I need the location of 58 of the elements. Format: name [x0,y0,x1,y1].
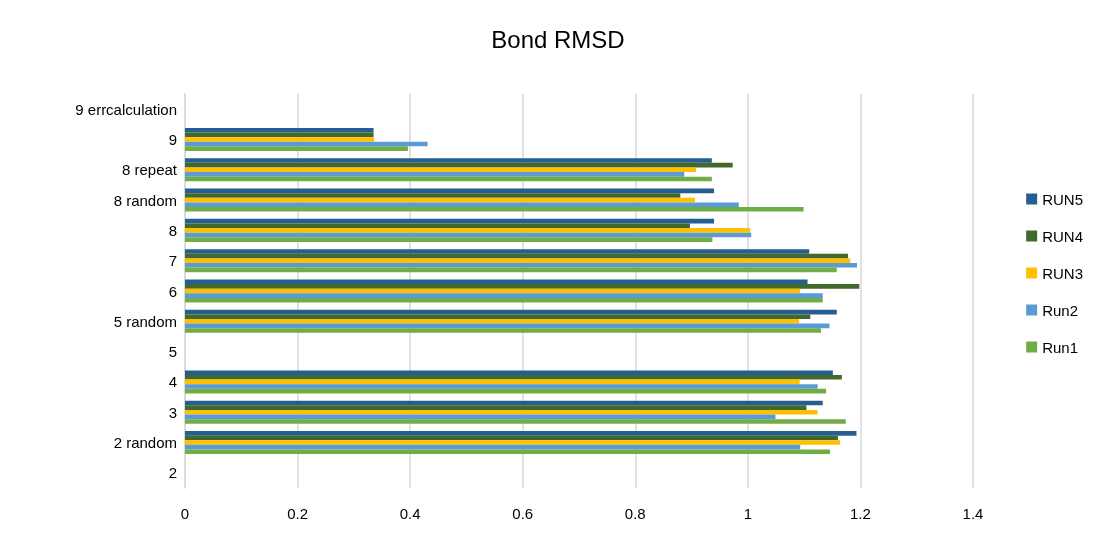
bar [185,328,822,333]
bar [185,172,685,177]
bar [185,370,833,376]
x-tick-label: 0.8 [624,505,646,522]
chart-title: Bond RMSD [491,25,625,53]
bar [185,167,697,173]
bar [185,258,851,263]
bar [185,223,690,229]
bar [185,206,804,212]
y-tick-label: 9 [168,130,177,148]
bar [185,384,818,389]
y-tick-label: 5 [168,343,177,361]
bar [185,137,375,142]
bar [185,193,681,198]
y-tick-label: 6 [168,282,177,300]
bar [185,279,808,285]
bar [185,319,800,324]
bar [185,440,841,445]
x-tick-label: 0 [180,505,190,522]
x-tick-label: 0.4 [399,505,421,522]
bar [185,409,818,415]
y-tick-label: 3 [168,403,177,421]
bar [185,449,831,455]
x-tick-label: 1.2 [850,505,871,522]
bar [185,293,823,298]
y-tick-label: 8 random [113,191,177,209]
bar [185,202,739,207]
x-tick-label: 0.2 [287,505,308,522]
bar [185,127,374,133]
bar [185,405,807,410]
legend-label: Run2 [1042,301,1079,319]
legend-label: Run1 [1042,338,1079,356]
y-tick-label: 2 random [113,434,177,452]
y-tick-label: 9 errcalculation [75,100,177,118]
bar [185,158,712,163]
bar [185,375,842,380]
bar [185,284,860,289]
y-tick-label: 8 repeat [121,161,178,179]
legend-label: RUN5 [1042,190,1083,208]
x-tick-label: 1 [743,505,753,522]
bar [185,263,858,268]
y-tick-label: 2 [168,464,177,482]
bar [185,419,846,424]
bar [185,249,810,254]
y-tick-label: 7 [168,252,177,270]
y-tick-label: 4 [168,373,177,391]
legend-label: RUN3 [1042,264,1083,282]
x-tick-label: 0.6 [512,505,534,522]
x-tick-label: 1.4 [962,505,984,522]
bar [185,146,408,151]
bar [185,228,751,233]
bar [185,237,713,242]
bar [185,431,857,436]
bar [185,314,811,319]
y-tick-label: 5 random [113,312,177,330]
legend-label: RUN4 [1042,227,1083,245]
y-tick-label: 8 [168,221,177,239]
bar [185,297,823,303]
